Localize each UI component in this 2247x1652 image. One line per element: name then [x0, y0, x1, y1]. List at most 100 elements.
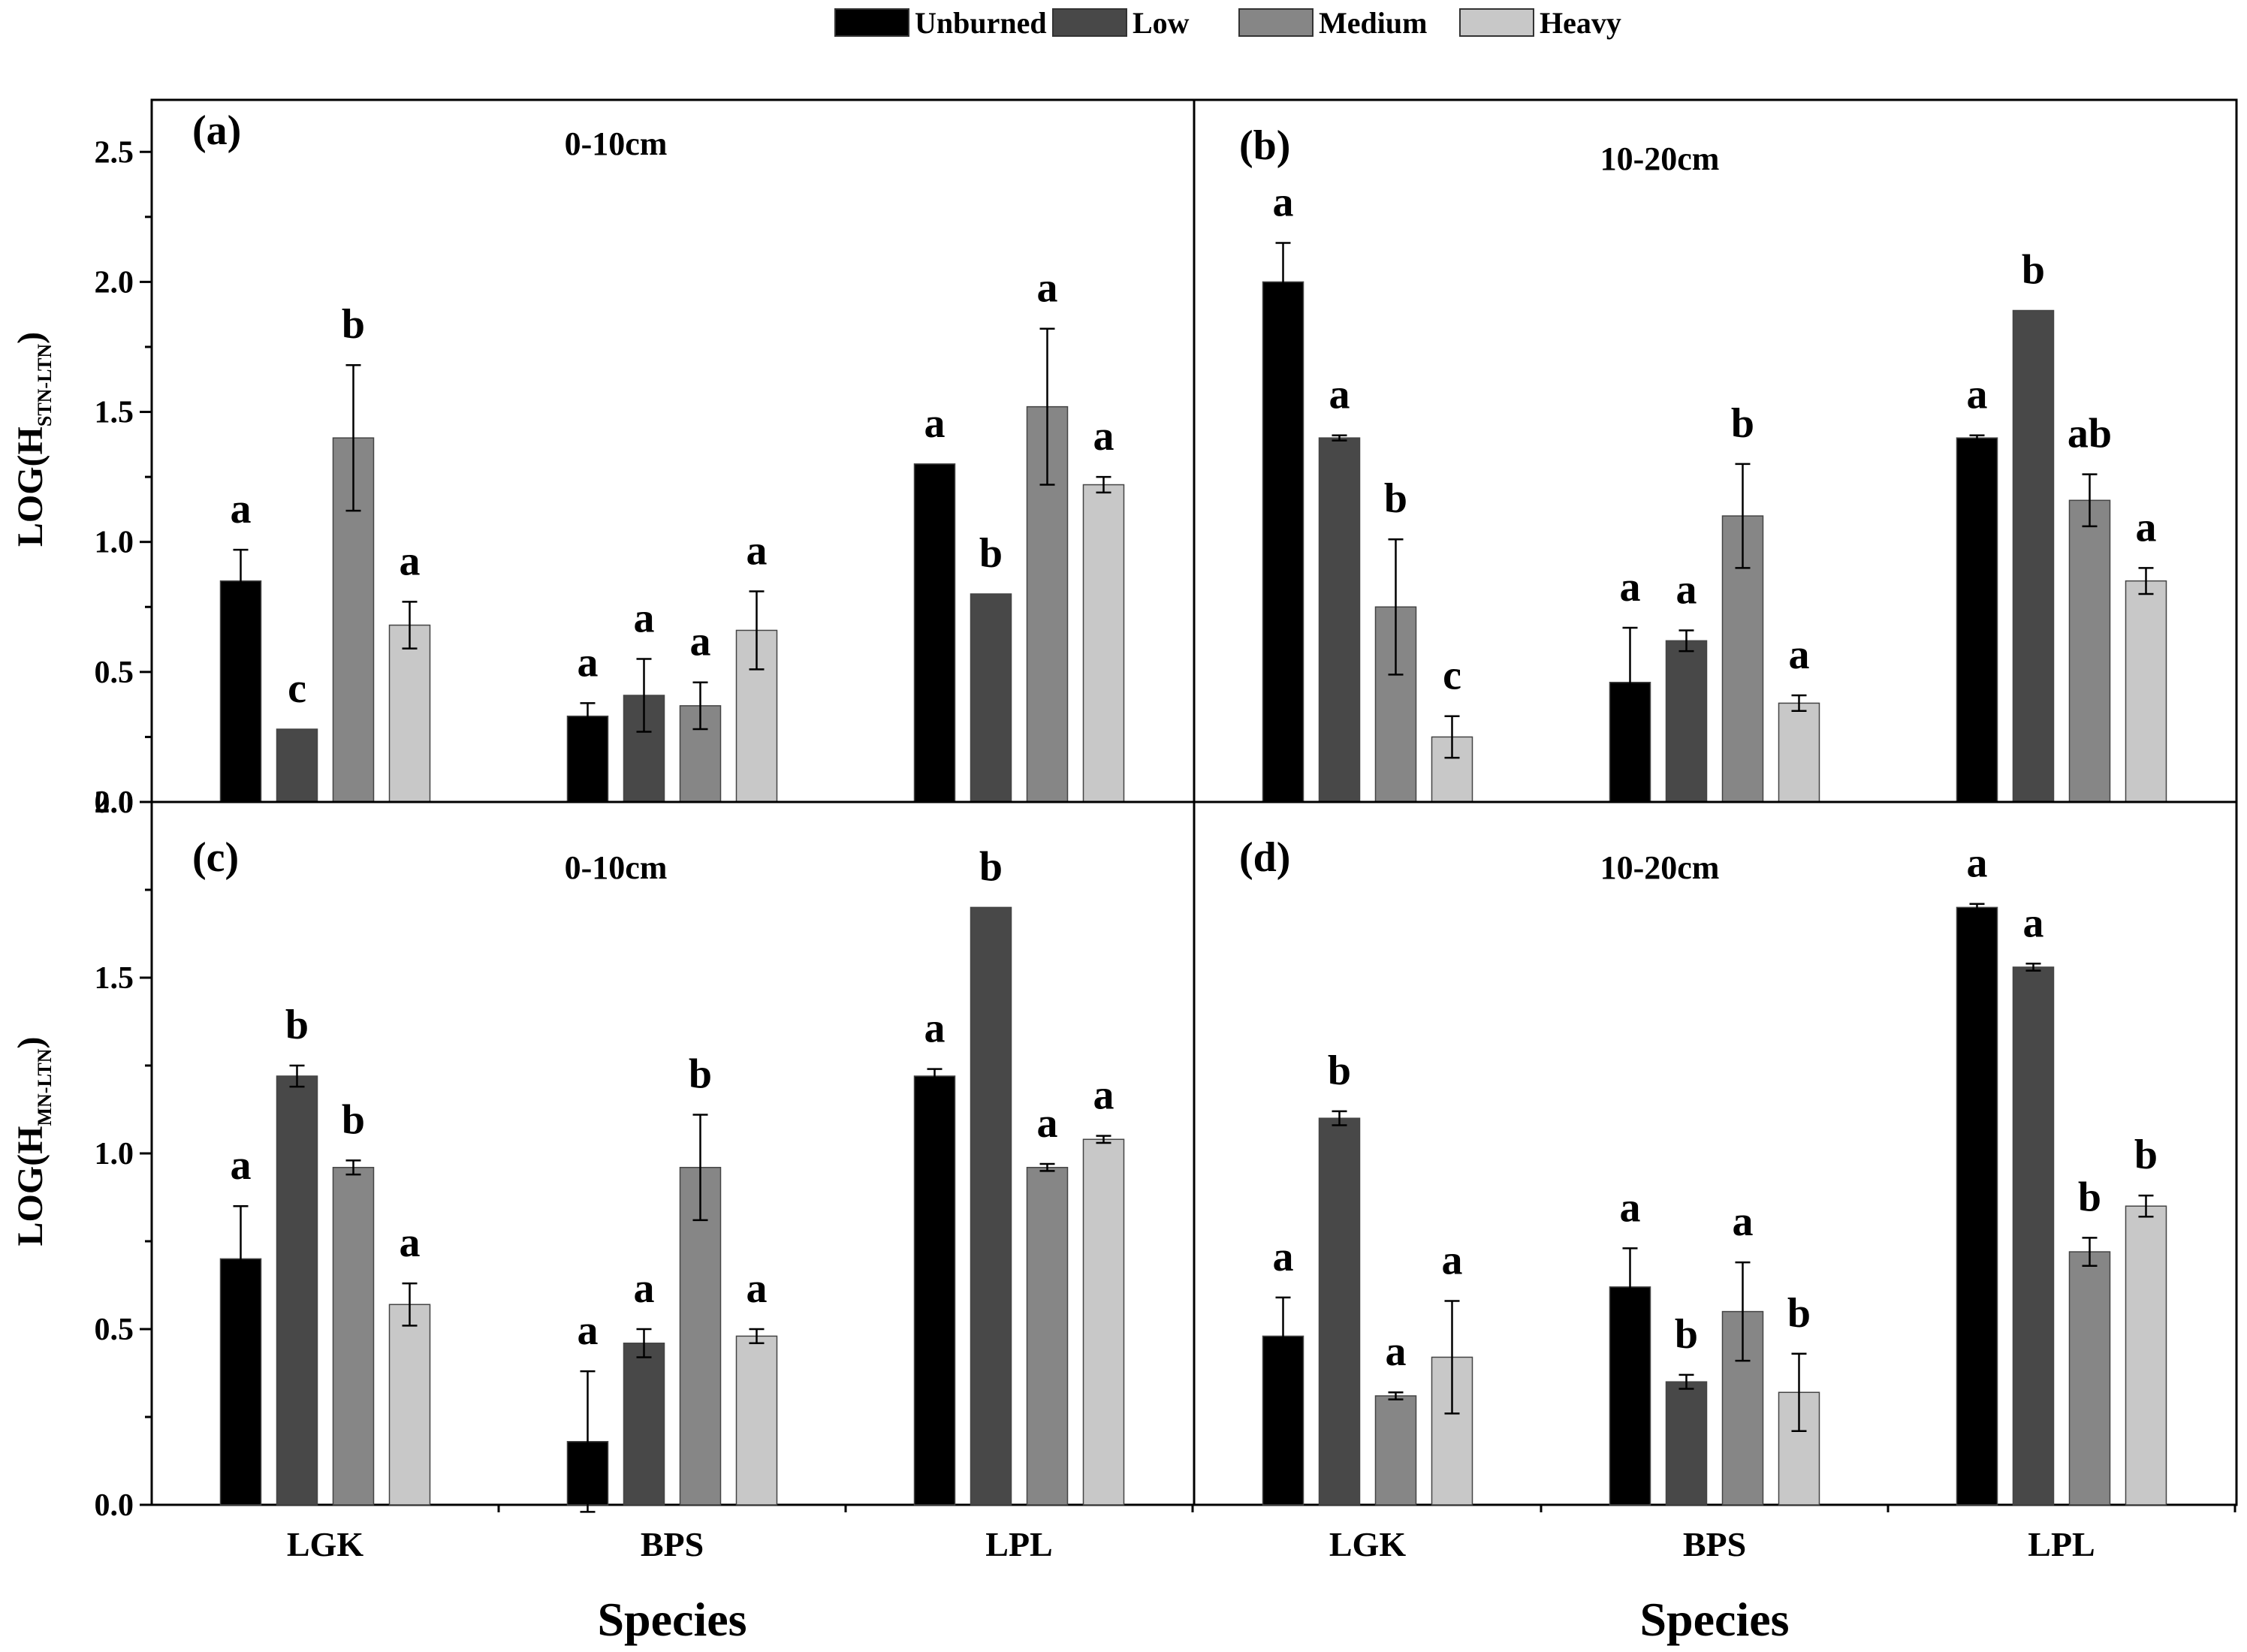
significance-letter: b: [689, 1051, 712, 1098]
y-title-bottom-sub: MN-LTN: [34, 1048, 56, 1126]
bar-c-bps-low: [623, 1342, 665, 1506]
significance-letter: a: [1442, 1237, 1463, 1284]
depth-label-b: 10-20cm: [1600, 140, 1720, 177]
bar-c-bps-medium: [679, 1166, 722, 1506]
error-bar: [1791, 694, 1807, 713]
significance-letter: a: [1273, 179, 1294, 225]
error-bar: [1388, 1391, 1404, 1400]
error-bar: [2138, 567, 2154, 595]
significance-letter: a: [578, 1307, 599, 1354]
significance-letter: a: [1789, 632, 1810, 678]
significance-letter: a: [1967, 840, 1988, 887]
error-bar: [1039, 327, 1055, 486]
error-bar: [402, 601, 418, 650]
error-bar: [1332, 434, 1347, 442]
y-title-bottom-close: ): [11, 1036, 50, 1048]
error-bar: [749, 590, 765, 671]
significance-letter: ab: [2068, 411, 2112, 457]
significance-letter: a: [1386, 1328, 1407, 1375]
legend-swatch-medium: [1238, 8, 1314, 37]
error-bar: [1444, 1300, 1460, 1415]
significance-letter: a: [1733, 1198, 1754, 1245]
error-bar: [1622, 1247, 1638, 1327]
bar-d-bps-low: [1665, 1381, 1708, 1506]
significance-letter: a: [1676, 566, 1697, 613]
significance-letter: a: [1093, 1072, 1114, 1119]
y-tick-label-c: 0.5: [95, 1313, 134, 1347]
bar-a-bps-unburned: [566, 715, 609, 803]
legend-swatch-low: [1052, 8, 1127, 37]
x-axis-title-left: Species: [597, 1593, 746, 1646]
bar-c-lgk-medium: [332, 1166, 375, 1506]
x-tick-label-d: BPS: [1683, 1525, 1746, 1563]
error-bar: [2082, 1237, 2098, 1268]
legend-item-unburned: Unburned: [834, 6, 1047, 40]
x-tick-label-c: LGK: [287, 1525, 363, 1563]
significance-letter: b: [2078, 1174, 2101, 1220]
error-bar: [402, 1282, 418, 1327]
error-bar: [1039, 1162, 1055, 1172]
legend-swatch-unburned: [834, 8, 909, 37]
legend-label-heavy: Heavy: [1540, 6, 1621, 40]
significance-letter: b: [1787, 1290, 1811, 1337]
error-bar: [692, 1114, 708, 1222]
bar-b-lpl-medium: [2068, 499, 2111, 803]
y-tick-label-c: 2.0: [95, 785, 134, 820]
panel-frame-d: [1193, 800, 2238, 1506]
error-bar: [1444, 715, 1460, 759]
y-tick-label-a: 2.5: [95, 135, 134, 170]
plot-area: 0.00.51.01.52.02.5 (a) 0-10cmacbaaaaaabaa(…: [95, 98, 2238, 1563]
significance-letter: c: [288, 665, 306, 712]
error-bar: [1096, 1135, 1111, 1144]
significance-letter: a: [690, 619, 711, 665]
y-axis-title-bottom: LOG(HMN-LTN): [11, 1036, 56, 1246]
significance-letter: b: [979, 843, 1003, 890]
significance-letter: b: [1731, 400, 1754, 447]
bar-b-bps-low: [1665, 640, 1708, 803]
error-bar: [580, 702, 596, 731]
y-tick-label-a: 2.0: [95, 265, 134, 300]
significance-letter: c: [1443, 653, 1461, 699]
error-bar: [2025, 963, 2041, 972]
panel-tag-d: (d): [1239, 834, 1290, 881]
x-tick-label-d: LPL: [2028, 1525, 2095, 1563]
bar-a-lpl-heavy: [1082, 484, 1125, 803]
significance-letter: b: [285, 1002, 309, 1048]
error-bar: [233, 1204, 249, 1313]
significance-letter: a: [231, 1142, 252, 1189]
bar-c-lpl-low: [970, 906, 1012, 1506]
y-title-top-main: LOG(H: [11, 427, 50, 547]
bar-a-lgk-heavy: [388, 624, 431, 803]
error-bar: [1969, 903, 1985, 912]
significance-letter: a: [400, 538, 421, 584]
error-bar: [233, 548, 249, 613]
x-axis-title-right: Species: [1639, 1593, 1789, 1646]
bar-b-lpl-low: [2012, 309, 2055, 803]
significance-letter: a: [746, 1265, 768, 1312]
depth-label-a: 0-10cm: [565, 125, 668, 162]
error-bar: [345, 363, 361, 512]
bar-b-bps-heavy: [1778, 702, 1820, 803]
error-bar: [636, 658, 652, 733]
y-tick-label-c: 0.0: [95, 1488, 134, 1523]
legend-item-heavy: Heavy: [1459, 6, 1621, 40]
bar-b-lgk-low: [1318, 437, 1361, 803]
depth-label-d: 10-20cm: [1600, 849, 1720, 886]
bar-b-lpl-unburned: [1956, 437, 1998, 803]
bar-c-lpl-heavy: [1082, 1138, 1125, 1506]
error-bar: [580, 1370, 596, 1513]
error-bar: [1622, 626, 1638, 738]
y-tick-label-a: 1.5: [95, 396, 134, 430]
significance-letter: a: [634, 1265, 655, 1312]
x-tick-label-c: LPL: [985, 1525, 1052, 1563]
significance-letter: a: [924, 400, 946, 447]
significance-letter: a: [1037, 1100, 1058, 1147]
error-bar: [1275, 1296, 1291, 1376]
significance-letter: a: [1329, 372, 1350, 418]
y-title-top-close: ): [11, 332, 50, 344]
bar-c-lgk-low: [276, 1075, 318, 1506]
